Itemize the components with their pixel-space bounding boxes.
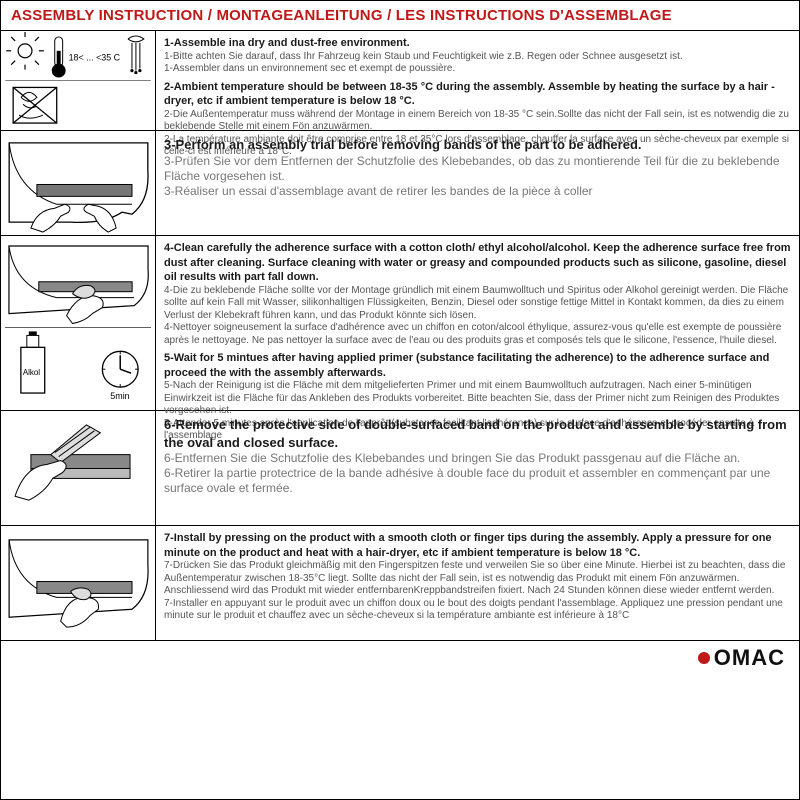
svg-text:Alkol: Alkol — [23, 368, 40, 377]
env-temp-icon: 18< ... <35 C — [1, 31, 156, 130]
logo-text: OMAC — [714, 645, 785, 671]
instruction-text: 7-Install by pressing on the product wit… — [156, 526, 799, 640]
step-bold: 5-Wait for 5 mintues after having applie… — [164, 352, 769, 379]
logo-dot-icon — [698, 652, 710, 664]
brand-logo: OMAC — [698, 645, 785, 671]
instruction-text: 6-Remove the protective side of double-s… — [156, 411, 799, 525]
svg-text:18< ... <35 C: 18< ... <35 C — [69, 53, 121, 63]
step-line: 7-Installer en appuyant sur le produit a… — [164, 598, 791, 623]
instruction-row: 7-Install by pressing on the product wit… — [1, 526, 799, 641]
instruction-row: 18< ... <35 C — [1, 31, 799, 131]
footer: OMAC — [1, 641, 799, 677]
step-bold: 3-Perform an assembly trial before remov… — [164, 137, 642, 152]
step-line: 3-Réaliser un essai d'assemblage avant d… — [164, 184, 791, 199]
trial-icon — [1, 131, 156, 235]
step-line: 1-Assembler dans un environnement sec et… — [164, 63, 791, 76]
instruction-text: 1-Assemble ina dry and dust-free environ… — [156, 31, 799, 130]
svg-text:5min: 5min — [110, 391, 129, 401]
step-bold: 4-Clean carefully the adherence surface … — [164, 242, 791, 283]
step-line: 4-Nettoyer soigneusement la surface d'ad… — [164, 322, 791, 347]
step-line: 6-Retirer la partie protectrice de la ba… — [164, 466, 791, 496]
step-bold: 1-Assemble ina dry and dust-free environ… — [164, 37, 410, 49]
instruction-row: 6-Remove the protective side of double-s… — [1, 411, 799, 526]
step-bold: 6-Remove the protective side of double-s… — [164, 417, 787, 450]
peel-icon — [1, 411, 156, 525]
step-line: 7-Drücken Sie das Produkt gleichmäßig mi… — [164, 560, 791, 598]
page-title: ASSEMBLY INSTRUCTION / MONTAGEANLEITUNG … — [11, 7, 789, 24]
step-line: 2-Die Außentemperatur muss während der M… — [164, 109, 791, 134]
step-line: 1-Bitte achten Sie darauf, dass Ihr Fahr… — [164, 51, 791, 64]
instruction-row: Alkol 5min 4-Clean carefully the adheren… — [1, 236, 799, 411]
title-bar: ASSEMBLY INSTRUCTION / MONTAGEANLEITUNG … — [1, 1, 799, 31]
instruction-row: 3-Perform an assembly trial before remov… — [1, 131, 799, 236]
instruction-sheet: ASSEMBLY INSTRUCTION / MONTAGEANLEITUNG … — [0, 0, 800, 800]
step-bold: 2-Ambient temperature should be between … — [164, 81, 775, 108]
step-bold: 7-Install by pressing on the product wit… — [164, 532, 772, 559]
clean-prime-icon: Alkol 5min — [1, 236, 156, 410]
press-icon — [1, 526, 156, 640]
instruction-text: 4-Clean carefully the adherence surface … — [156, 236, 799, 410]
rows-container: 18< ... <35 C — [1, 31, 799, 799]
step-line: 6-Entfernen Sie die Schutzfolie des Kleb… — [164, 451, 791, 466]
step-line: 3-Prüfen Sie vor dem Entfernen der Schut… — [164, 154, 791, 184]
instruction-text: 3-Perform an assembly trial before remov… — [156, 131, 799, 235]
step-line: 4-Die zu beklebende Fläche sollte vor de… — [164, 285, 791, 323]
